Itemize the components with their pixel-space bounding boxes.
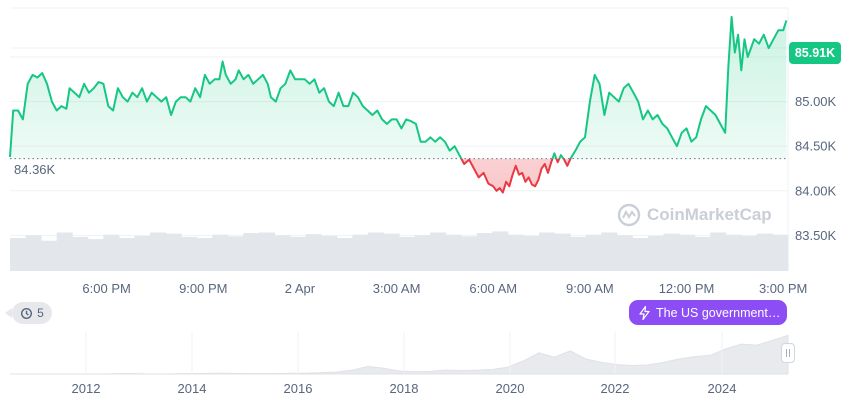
volume-bar (103, 234, 120, 271)
overview-year-label: 2020 (496, 381, 525, 396)
overview-area (10, 334, 789, 375)
overview-year-label: 2016 (284, 381, 313, 396)
volume-bar (710, 232, 727, 271)
x-tick-label: 12:00 PM (659, 281, 715, 296)
volume-bar (367, 232, 384, 271)
overview-year-label: 2014 (178, 381, 207, 396)
lightning-icon (639, 305, 650, 320)
current-price-tag: 85.91K (789, 42, 841, 64)
volume-bar (647, 235, 665, 271)
reference-price-label: 84.36K (10, 162, 60, 177)
volume-bar (725, 234, 742, 271)
volume-bar (336, 238, 353, 271)
volume-bar (150, 232, 167, 271)
overview-year-label: 2022 (601, 381, 630, 396)
news-event-button[interactable]: The US government… (629, 300, 787, 325)
volume-bar (399, 236, 416, 271)
volume-bar (41, 240, 58, 271)
volume-bar (243, 233, 260, 271)
y-tick-label: 85.00K (795, 94, 837, 109)
volume-bar (694, 236, 711, 271)
events-count: 5 (37, 306, 44, 320)
volume-bar (414, 235, 431, 271)
history-icon (21, 307, 33, 319)
volume-bar (274, 235, 291, 271)
volume-bar (445, 234, 462, 271)
volume-bar (461, 236, 478, 271)
x-tick-label: 9:00 PM (179, 281, 227, 296)
volume-bar (741, 235, 758, 271)
x-tick-label: 6:00 PM (82, 281, 130, 296)
volume-bar (756, 233, 773, 271)
volume-bar (321, 235, 338, 271)
coinmarketcap-logo-icon (617, 203, 641, 227)
volume-bar (601, 232, 618, 271)
volume-bar (383, 233, 400, 271)
x-tick-label: 9:00 AM (566, 281, 614, 296)
volume-bar (663, 233, 680, 271)
news-event-text: The US government… (656, 305, 781, 320)
volume-bar (25, 235, 42, 271)
volume-bar (290, 236, 307, 271)
x-tick-label: 3:00 AM (373, 281, 421, 296)
overview-year-label: 2024 (708, 381, 737, 396)
volume-bar (632, 238, 649, 271)
volume-bar (212, 234, 229, 271)
volume-bar (72, 236, 89, 271)
volume-bar (181, 236, 198, 271)
y-tick-label: 83.50K (795, 228, 837, 243)
volume-bar (585, 234, 602, 271)
coinmarketcap-watermark: CoinMarketCap (617, 203, 772, 227)
volume-bar (539, 232, 556, 271)
volume-bar (507, 234, 524, 271)
volume-bar (523, 235, 540, 271)
area-fill-above (10, 16, 787, 159)
y-tick-label: 84.50K (795, 139, 837, 154)
volume-bar (165, 233, 182, 271)
x-tick-label: 2 Apr (285, 281, 316, 296)
volume-bar (570, 236, 587, 271)
volume-bar (227, 236, 244, 271)
y-tick-label: 84.00K (795, 183, 837, 198)
volume-bar (430, 232, 447, 271)
volume-bar (476, 233, 493, 271)
volume-bar (196, 238, 213, 271)
volume-bar (492, 231, 509, 271)
overview-year-label: 2012 (72, 381, 101, 396)
volume-bar (616, 235, 633, 271)
volume-bar (772, 234, 789, 271)
watermark-text: CoinMarketCap (647, 205, 772, 224)
volume-bar (352, 234, 369, 271)
volume-bar (679, 234, 696, 271)
volume-bar (10, 238, 27, 271)
volume-bar (134, 235, 151, 271)
overview-year-label: 2018 (390, 381, 419, 396)
events-history-button[interactable]: 5 (5, 302, 52, 324)
range-selector-handle[interactable] (781, 343, 795, 363)
volume-bar (258, 232, 276, 271)
volume-bar (118, 238, 135, 271)
x-tick-label: 6:00 AM (469, 281, 517, 296)
volume-bar (554, 233, 571, 271)
price-line-up (9, 15, 788, 159)
x-tick-label: 3:00 PM (759, 281, 807, 296)
volume-bar (87, 239, 104, 271)
volume-bar (56, 232, 73, 271)
volume-bar (305, 234, 322, 271)
